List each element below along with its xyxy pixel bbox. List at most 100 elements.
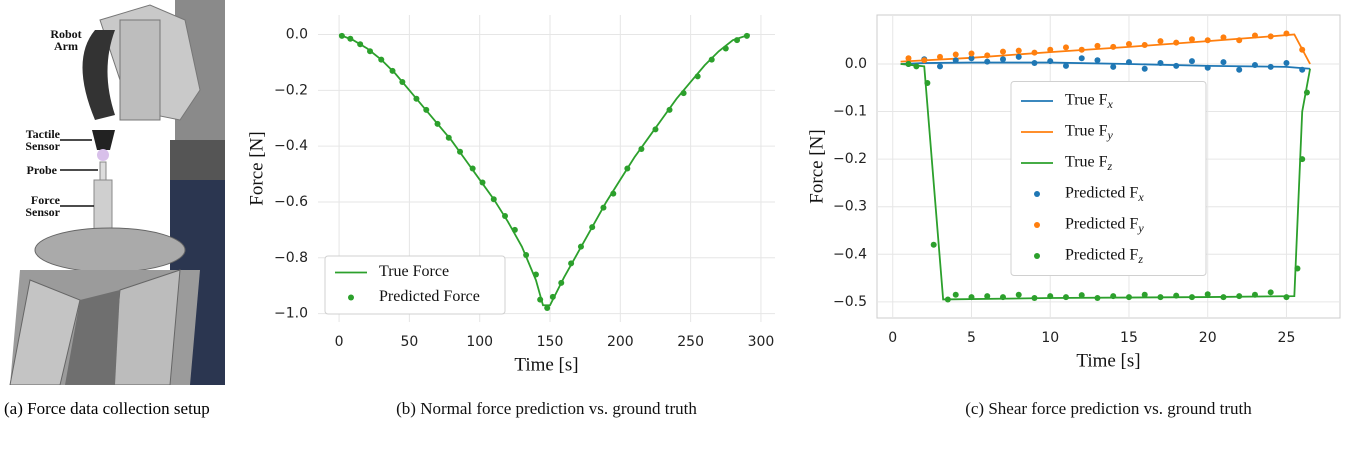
data-point — [502, 212, 509, 219]
data-point — [1283, 30, 1290, 37]
data-point — [1267, 63, 1274, 70]
x-tick-label: 250 — [677, 334, 704, 350]
data-point — [347, 35, 354, 42]
data-point — [952, 57, 959, 64]
data-point — [968, 50, 975, 57]
y-tick-label: −0.3 — [833, 199, 867, 215]
caption: (a) Force data collection setup — [4, 399, 210, 418]
data-point — [1031, 60, 1038, 67]
data-point — [952, 291, 959, 298]
data-point — [984, 52, 991, 59]
data-point — [1078, 292, 1085, 299]
data-point — [1047, 46, 1054, 53]
x-tick-label: 200 — [607, 334, 634, 350]
data-point — [930, 241, 937, 248]
data-point — [389, 67, 396, 74]
data-point — [1157, 294, 1164, 301]
data-point — [1299, 156, 1306, 163]
data-point — [600, 204, 607, 211]
data-point — [905, 60, 912, 67]
data-point — [1047, 58, 1054, 65]
data-point — [1188, 294, 1195, 301]
data-point — [1251, 61, 1258, 68]
legend-label: True Fz — [1065, 154, 1113, 173]
data-point — [413, 95, 420, 102]
data-point — [399, 78, 406, 85]
data-point — [999, 56, 1006, 63]
data-point — [1094, 295, 1101, 302]
data-point — [924, 80, 931, 87]
data-point — [666, 106, 673, 113]
data-point — [558, 279, 565, 286]
data-point — [1283, 60, 1290, 67]
data-point — [624, 165, 631, 172]
data-point — [1220, 294, 1227, 301]
legend-label: True Fy — [1065, 123, 1114, 142]
data-point — [537, 296, 544, 303]
data-point — [549, 293, 556, 300]
data-point — [984, 58, 991, 65]
data-point — [1173, 62, 1180, 69]
photo-label: Force Sensor — [25, 193, 60, 219]
data-point — [479, 179, 486, 186]
data-point — [708, 56, 715, 63]
data-point — [1157, 38, 1164, 45]
data-point — [1015, 53, 1022, 60]
data-point — [457, 148, 464, 155]
data-point — [1094, 42, 1101, 49]
legend-swatch — [348, 294, 354, 301]
data-point — [1078, 55, 1085, 62]
data-point — [968, 55, 975, 62]
data-point — [936, 53, 943, 60]
data-line — [338, 33, 750, 307]
data-point — [1094, 57, 1101, 64]
y-tick-label: −0.4 — [274, 138, 308, 154]
y-axis-label: Force [N] — [246, 131, 267, 205]
data-point — [490, 196, 497, 203]
x-axis-label: Time [s] — [514, 354, 578, 375]
data-point — [568, 260, 575, 267]
y-tick-label: 0.0 — [286, 27, 308, 43]
x-tick-label: 300 — [748, 334, 775, 350]
data-point — [1078, 46, 1085, 53]
data-point — [577, 243, 584, 250]
x-tick-label: 100 — [466, 334, 493, 350]
data-point — [1031, 295, 1038, 302]
data-point — [1141, 65, 1148, 72]
data-point — [913, 63, 920, 70]
data-point — [1141, 41, 1148, 48]
y-tick-label: −0.6 — [274, 194, 308, 210]
y-tick-label: −0.8 — [274, 250, 308, 266]
data-point — [1141, 291, 1148, 298]
x-tick-label: 50 — [400, 334, 418, 350]
data-point — [1110, 43, 1117, 50]
data-point — [589, 224, 596, 231]
x-axis-label: Time [s] — [1076, 350, 1140, 371]
data-point — [921, 57, 928, 64]
data-point — [1283, 294, 1290, 301]
caption: (b) Normal force prediction vs. ground t… — [396, 399, 697, 418]
data-point — [1303, 89, 1310, 96]
data-point — [423, 106, 430, 113]
data-point — [1125, 59, 1132, 66]
legend-label: True Force — [379, 263, 449, 280]
y-tick-label: −1.0 — [274, 306, 308, 322]
data-point — [1173, 39, 1180, 46]
data-point — [1015, 47, 1022, 54]
data-point — [1251, 32, 1258, 39]
data-point — [544, 305, 551, 312]
data-point — [610, 190, 617, 197]
y-tick-label: −0.4 — [833, 246, 867, 262]
data-point — [523, 252, 530, 259]
data-point — [1157, 60, 1164, 67]
legend-swatch — [1034, 253, 1040, 259]
data-point — [1267, 33, 1274, 40]
data-point — [1110, 293, 1117, 300]
y-tick-label: 0.0 — [845, 56, 867, 72]
data-point — [1173, 292, 1180, 299]
photo — [0, 0, 225, 385]
y-tick-label: −0.2 — [274, 82, 308, 98]
data-point — [638, 145, 645, 152]
data-point — [1125, 41, 1132, 48]
